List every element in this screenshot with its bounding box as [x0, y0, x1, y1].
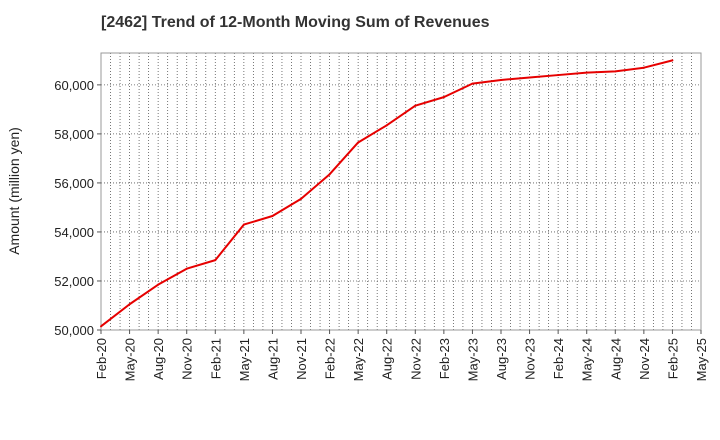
y-tick-label: 58,000 [54, 127, 94, 142]
y-axis-title: Amount (million yen) [6, 127, 22, 255]
series-layer [100, 59, 674, 328]
data-point [328, 173, 331, 176]
data-point [585, 71, 588, 74]
chart-title: [2462] Trend of 12-Month Moving Sum of R… [101, 14, 490, 31]
x-tick-label: Feb-22 [323, 338, 338, 379]
data-point [157, 283, 160, 286]
data-point [385, 124, 388, 127]
x-tick-label: May-24 [580, 338, 595, 381]
x-tick-label: May-22 [351, 338, 366, 381]
x-tick-label: Nov-20 [180, 338, 195, 380]
data-point [500, 78, 502, 81]
x-tick-label: Nov-23 [523, 338, 538, 380]
data-point [214, 259, 217, 262]
data-point [642, 66, 645, 69]
y-tick-label: 60,000 [54, 78, 94, 93]
data-point [671, 59, 674, 62]
x-tick-label: May-25 [694, 338, 709, 381]
y-axis-ticks: 50,000 52,000 54,000 56,000 58,000 60,000 [54, 78, 101, 338]
x-tick-label: Aug-24 [608, 338, 623, 380]
data-point [357, 141, 360, 144]
data-point [557, 74, 560, 77]
grid-lines [101, 53, 701, 331]
plot-area-frame [100, 52, 702, 331]
y-tick-label: 54,000 [54, 225, 94, 240]
data-point [100, 325, 102, 328]
y-tick-label: 50,000 [54, 323, 94, 338]
data-point [242, 223, 245, 226]
y-tick-label: 52,000 [54, 274, 94, 289]
x-tick-label: Nov-22 [408, 338, 423, 380]
x-tick-label: Feb-23 [437, 338, 452, 379]
x-axis-ticks: Feb-20 May-20 Aug-20 Nov-20 Feb-21 May-21 Aug-… [94, 330, 709, 381]
x-tick-label: Feb-20 [94, 338, 109, 379]
data-point [271, 215, 274, 218]
x-tick-label: Nov-24 [637, 338, 652, 380]
x-tick-label: Nov-21 [294, 338, 309, 380]
data-point [528, 76, 531, 79]
data-point [442, 96, 445, 99]
data-point [414, 104, 417, 107]
x-tick-label: Feb-21 [208, 338, 223, 379]
x-tick-label: Feb-24 [551, 338, 566, 379]
x-tick-label: May-23 [465, 338, 480, 381]
x-tick-label: Aug-20 [151, 338, 166, 380]
x-tick-label: Feb-25 [665, 338, 680, 379]
data-point [471, 82, 474, 85]
data-point [300, 197, 302, 200]
data-point [185, 267, 188, 270]
series-line [100, 59, 673, 328]
x-tick-label: May-20 [123, 338, 138, 381]
x-tick-label: Aug-22 [380, 338, 395, 380]
y-tick-label: 56,000 [54, 176, 94, 191]
data-point [128, 303, 131, 306]
x-tick-label: May-21 [237, 338, 252, 381]
x-tick-label: Aug-21 [265, 338, 280, 380]
data-point [614, 70, 617, 73]
x-tick-label: Aug-23 [494, 338, 509, 380]
